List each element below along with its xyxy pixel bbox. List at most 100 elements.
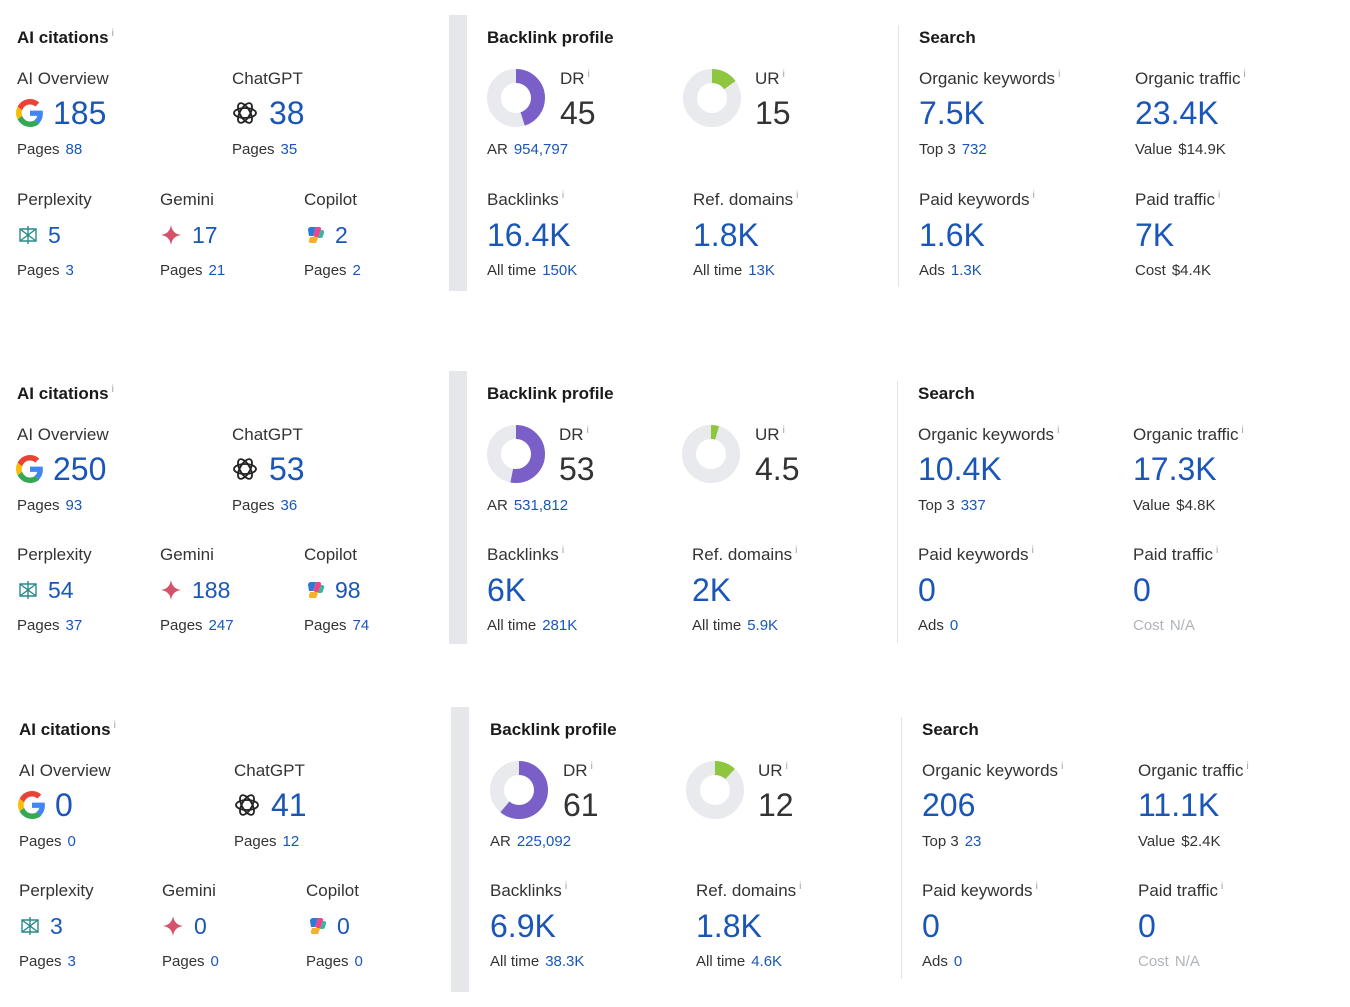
info-icon[interactable]: i xyxy=(1241,425,1244,437)
info-icon[interactable]: i xyxy=(785,761,788,773)
info-icon[interactable]: i xyxy=(1243,69,1246,81)
copilot-pages-value[interactable]: 0 xyxy=(354,953,363,970)
info-icon[interactable]: i xyxy=(587,69,590,81)
donut-fill xyxy=(490,761,548,819)
info-icon[interactable]: i xyxy=(586,425,589,437)
info-icon[interactable]: i xyxy=(1035,881,1038,893)
ref-domains-all-time-value[interactable]: 4.6K xyxy=(751,953,783,970)
ref-domains-value[interactable]: 1.8K xyxy=(693,217,759,253)
copilot-pages-value[interactable]: 2 xyxy=(352,262,361,279)
info-icon[interactable]: i xyxy=(561,545,565,557)
chatgpt-pages-value[interactable]: 12 xyxy=(282,833,300,850)
chatgpt-pages-value[interactable]: 35 xyxy=(280,141,298,158)
gemini-value[interactable]: 0 xyxy=(194,913,207,939)
backlinks-value[interactable]: 6.9K xyxy=(490,908,556,944)
info-icon[interactable]: i xyxy=(1061,761,1064,773)
backlinks-value[interactable]: 6K xyxy=(487,572,527,608)
info-icon[interactable]: i xyxy=(1218,190,1221,202)
ar-value[interactable]: 225,092 xyxy=(516,833,572,850)
info-icon[interactable]: i xyxy=(111,28,114,40)
paid-keywords-value[interactable]: 1.6K xyxy=(919,217,985,253)
copilot-value[interactable]: 98 xyxy=(335,577,361,603)
perplexity-pages-value[interactable]: 3 xyxy=(67,953,76,970)
ads-value[interactable]: 0 xyxy=(953,953,963,970)
organic-keywords-value[interactable]: 10.4K xyxy=(918,451,1002,487)
perplexity-pages: Pages 37 xyxy=(17,617,83,634)
copilot-value[interactable]: 2 xyxy=(335,222,348,248)
ref-domains-value[interactable]: 1.8K xyxy=(696,908,762,944)
copilot-value[interactable]: 0 xyxy=(337,913,350,939)
info-icon[interactable]: i xyxy=(796,190,799,202)
organic-traffic-value[interactable]: 17.3K xyxy=(1133,451,1217,487)
ref-domains-all-time-value[interactable]: 5.9K xyxy=(747,617,779,634)
ads-value[interactable]: 1.3K xyxy=(950,262,982,279)
top3-value[interactable]: 732 xyxy=(961,141,987,158)
info-icon[interactable]: i xyxy=(561,190,565,202)
backlinks-value[interactable]: 16.4K xyxy=(487,217,571,253)
info-icon[interactable]: i xyxy=(1032,190,1035,202)
info-icon[interactable]: i xyxy=(1058,69,1061,81)
paid-traffic-value[interactable]: 0 xyxy=(1133,572,1151,608)
gemini-value[interactable]: 188 xyxy=(192,577,231,603)
ai-overview-value[interactable]: 185 xyxy=(53,95,107,131)
cost-row: Cost N/A xyxy=(1133,617,1195,634)
ai-overview-value[interactable]: 0 xyxy=(55,787,73,823)
ai-overview-value[interactable]: 250 xyxy=(53,451,107,487)
perplexity-pages-value[interactable]: 3 xyxy=(65,262,74,279)
backlinks-all-time: All time 281K xyxy=(487,617,578,634)
ai-overview-pages-value[interactable]: 88 xyxy=(65,141,83,158)
top3-value[interactable]: 337 xyxy=(960,497,986,514)
copilot-pages-value[interactable]: 74 xyxy=(352,617,370,634)
paid-keywords-value[interactable]: 0 xyxy=(922,908,940,944)
gemini-pages-value[interactable]: 247 xyxy=(208,617,234,634)
value-row: Value $4.8K xyxy=(1133,497,1216,514)
ur-value: 15 xyxy=(755,95,791,131)
perplexity-label: Perplexity xyxy=(17,190,92,209)
info-icon[interactable]: i xyxy=(1057,425,1060,437)
organic-keywords-value[interactable]: 7.5K xyxy=(919,95,985,131)
chatgpt-value[interactable]: 41 xyxy=(271,787,307,823)
chatgpt-value[interactable]: 38 xyxy=(269,95,305,131)
info-icon[interactable]: i xyxy=(782,425,785,437)
info-icon[interactable]: i xyxy=(799,881,802,893)
gemini-pages-value[interactable]: 21 xyxy=(208,262,226,279)
ar-value[interactable]: 531,812 xyxy=(513,497,569,514)
perplexity-value[interactable]: 54 xyxy=(48,577,74,603)
ads-value[interactable]: 0 xyxy=(949,617,959,634)
info-icon[interactable]: i xyxy=(1031,545,1034,557)
organic-keywords-value[interactable]: 206 xyxy=(922,787,976,823)
ai-overview-pages-value[interactable]: 93 xyxy=(65,497,83,514)
organic-traffic-value[interactable]: 11.1K xyxy=(1138,787,1220,823)
info-icon[interactable]: i xyxy=(590,761,593,773)
gemini-pages-value[interactable]: 0 xyxy=(210,953,219,970)
perplexity-value[interactable]: 3 xyxy=(50,913,63,939)
info-icon[interactable]: i xyxy=(111,384,114,396)
paid-traffic-value[interactable]: 7K xyxy=(1135,217,1175,253)
info-icon[interactable]: i xyxy=(1221,881,1224,893)
backlinks-all-time-value[interactable]: 281K xyxy=(542,617,578,634)
perplexity-pages-value[interactable]: 37 xyxy=(65,617,83,634)
backlinks-all-time-value[interactable]: 38.3K xyxy=(545,953,585,970)
info-icon[interactable]: i xyxy=(795,545,798,557)
paid-traffic-value[interactable]: 0 xyxy=(1138,908,1156,944)
chatgpt-value[interactable]: 53 xyxy=(269,451,305,487)
chatgpt-pages-value[interactable]: 36 xyxy=(280,497,298,514)
ref-domains-all-time-value[interactable]: 13K xyxy=(748,262,775,279)
cost-row: Cost N/A xyxy=(1138,953,1200,970)
gemini-sparkle-icon xyxy=(163,916,183,936)
info-icon[interactable]: i xyxy=(782,69,785,81)
info-icon[interactable]: i xyxy=(113,720,116,732)
ai-overview-pages-value[interactable]: 0 xyxy=(67,833,76,850)
ref-domains-value[interactable]: 2K xyxy=(692,572,732,608)
info-icon[interactable]: i xyxy=(1246,761,1249,773)
gemini-value[interactable]: 17 xyxy=(192,222,218,248)
ar-value[interactable]: 954,797 xyxy=(513,141,569,158)
top3-value[interactable]: 23 xyxy=(964,833,982,850)
perplexity-value[interactable]: 5 xyxy=(48,222,61,248)
paid-keywords-value[interactable]: 0 xyxy=(918,572,936,608)
organic-traffic-value[interactable]: 23.4K xyxy=(1135,95,1219,131)
ads-row: Ads 0 xyxy=(922,953,963,970)
info-icon[interactable]: i xyxy=(1216,545,1219,557)
backlinks-all-time-value[interactable]: 150K xyxy=(542,262,578,279)
info-icon[interactable]: i xyxy=(564,881,568,893)
